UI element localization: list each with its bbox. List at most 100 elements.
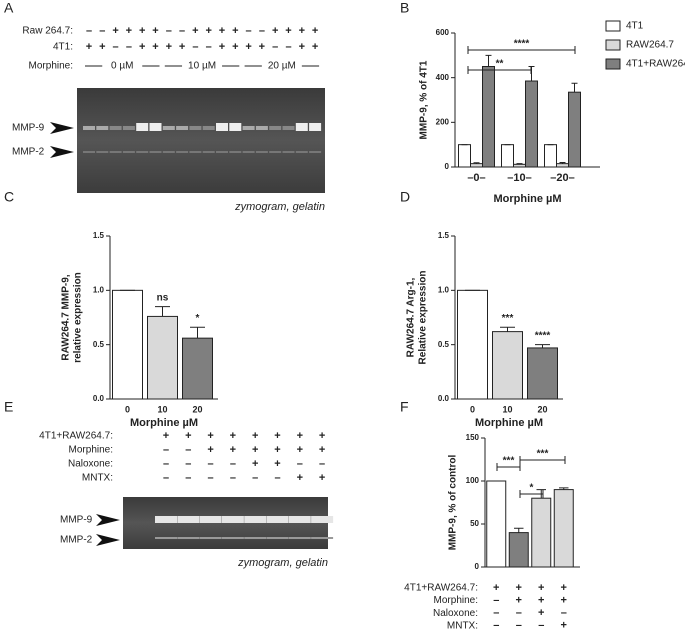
error-bar [514, 527, 524, 533]
bar [508, 532, 529, 568]
bar [513, 163, 526, 168]
significance-label: * [530, 483, 534, 494]
gel-band [221, 537, 244, 539]
gel-band [309, 151, 322, 153]
error-bar [190, 326, 205, 339]
sign: + [252, 444, 258, 456]
arrow [96, 514, 120, 526]
panel-letter: A [4, 0, 14, 16]
panel-letter: D [400, 189, 410, 205]
sign: – [493, 620, 499, 631]
sign: – [208, 458, 214, 470]
sign: + [245, 41, 251, 53]
gel-band [149, 123, 162, 131]
sign: – [99, 25, 105, 37]
significance-label: **** [535, 330, 551, 341]
row-label: MNTX: [82, 473, 113, 484]
gel-band [109, 151, 122, 153]
gel-band [269, 126, 282, 130]
gel-band [149, 151, 162, 153]
significance-label: *** [503, 456, 515, 467]
significance-label: ** [496, 59, 504, 70]
arrow [50, 122, 74, 134]
y-tick-label: 0.5 [438, 340, 450, 349]
sign: + [219, 41, 225, 53]
error-bar [559, 162, 566, 164]
y-axis-label: Relative expression [418, 271, 429, 365]
significance-bracket [519, 490, 544, 498]
gel-band [242, 151, 255, 153]
bar [544, 144, 557, 168]
significance-label: *** [502, 313, 514, 324]
caption: zymogram, gelatin [234, 201, 325, 213]
panel-letter: B [400, 0, 409, 16]
gel-band [282, 126, 295, 130]
significance-bracket [496, 463, 521, 471]
sign: – [208, 472, 214, 484]
gel-band [83, 151, 95, 153]
sign: + [152, 41, 158, 53]
gel-band [176, 126, 189, 130]
sign: + [112, 25, 118, 37]
y-tick-label: 1.5 [93, 231, 105, 240]
row-label: Naloxone: [68, 459, 113, 470]
row-label: Morphine: [69, 445, 113, 456]
gel-band [244, 516, 267, 523]
sign: – [252, 472, 258, 484]
sign: + [538, 607, 544, 619]
gel-band [288, 516, 311, 523]
arrow [96, 534, 120, 546]
sign: + [152, 25, 158, 37]
bar [531, 497, 552, 568]
sign: + [274, 444, 280, 456]
gel-band [229, 151, 242, 153]
band-label: MMP-9 [12, 123, 45, 134]
gel-band [311, 516, 334, 523]
band-label: MMP-2 [12, 147, 45, 158]
sign: – [185, 444, 191, 456]
gel-band [176, 151, 189, 153]
gel-band [244, 537, 267, 539]
condition-label: Morphine: [434, 595, 478, 606]
bar [457, 289, 488, 400]
error-bar [500, 326, 515, 332]
sign: + [561, 620, 567, 631]
row-label: 4T1+RAW264.7: [39, 431, 113, 442]
sign: + [126, 25, 132, 37]
sign: – [192, 41, 198, 53]
gel-band [199, 516, 222, 523]
x-tick-label: 10 [502, 404, 512, 414]
y-tick-label: 0.0 [93, 394, 105, 403]
gel-band [177, 516, 200, 523]
sign: + [139, 41, 145, 53]
gel-band [216, 151, 228, 153]
sign: – [230, 458, 236, 470]
gel-band [282, 151, 295, 153]
y-tick-label: 0.0 [438, 394, 450, 403]
gel-band [255, 151, 268, 153]
sign: + [285, 25, 291, 37]
gel-band [177, 537, 200, 539]
gel-image [77, 88, 325, 193]
x-tick-label: 20 [192, 404, 202, 414]
sign: – [297, 458, 303, 470]
gel-band [189, 126, 202, 130]
sign: – [86, 25, 92, 37]
sign: + [163, 430, 169, 442]
legend-swatch [605, 20, 621, 32]
sign: + [493, 582, 499, 594]
bar [470, 163, 483, 168]
sign: + [561, 595, 567, 607]
gel-band [288, 537, 311, 539]
sign: + [516, 582, 522, 594]
gel-band [162, 151, 175, 153]
condition-label: Naloxone: [433, 608, 478, 619]
arrow [50, 146, 74, 158]
sign: + [312, 25, 318, 37]
sign: + [299, 25, 305, 37]
gel-band [295, 151, 308, 153]
sign: – [185, 472, 191, 484]
panel-letter: C [4, 189, 14, 205]
y-axis-label: RAW264.7 MMP-9, [61, 274, 72, 360]
